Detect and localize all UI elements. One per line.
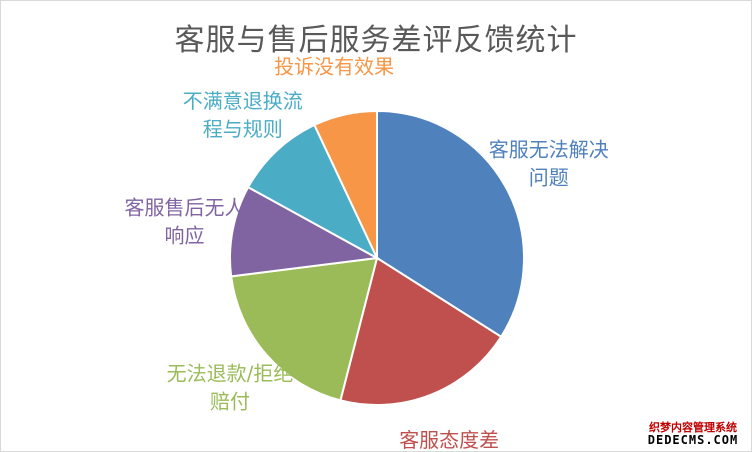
- slice-label-line: 投诉没有效果: [274, 55, 394, 79]
- slice-label: 客服售后无人响应: [125, 195, 245, 247]
- pie-slice: [229, 185, 381, 278]
- slice-label-line: 赔付: [210, 390, 250, 414]
- slice-label-line: 客服无法解决: [489, 138, 609, 162]
- slice-label-line: 客服态度差: [399, 428, 499, 451]
- slice-label-line: 程与规则: [203, 117, 283, 141]
- pie-slice: [339, 256, 503, 406]
- slice-label-line: 响应: [165, 223, 205, 247]
- slice-label-line: 不满意退换流: [183, 89, 303, 113]
- watermark-line2: DEDECMS.COM: [647, 432, 739, 447]
- chart-title: 客服与售后服务差评反馈统计: [174, 23, 578, 58]
- pie-slice: [313, 109, 378, 259]
- slice-label: 无法退款/拒绝赔付: [167, 362, 294, 414]
- slice-label-line: 客服售后无人: [125, 195, 245, 219]
- slice-label: 投诉没有效果: [274, 55, 394, 79]
- pie-slice: [246, 123, 380, 261]
- slice-label-line: 问题: [529, 166, 569, 190]
- pie-slice: [230, 256, 379, 402]
- slice-label: 不满意退换流程与规则: [183, 89, 303, 141]
- watermark-line1: 织梦内容管理系统: [649, 420, 737, 434]
- slice-label: 客服无法解决问题: [489, 138, 609, 190]
- slice-label: 客服态度差: [399, 428, 499, 451]
- slice-label-line: 无法退款/拒绝: [167, 362, 294, 386]
- watermark: 织梦内容管理系统 DEDECMS.COM: [637, 420, 749, 447]
